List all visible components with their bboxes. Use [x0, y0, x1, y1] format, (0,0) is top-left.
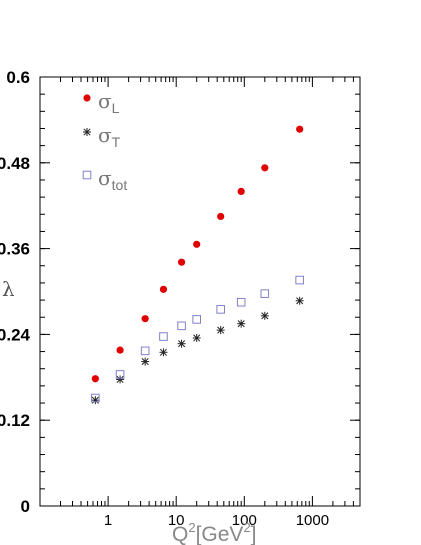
legend-subscript: tot	[112, 177, 128, 193]
data-point-L	[91, 375, 99, 383]
data-point-tot	[216, 305, 225, 314]
data-point-L	[261, 164, 269, 172]
legend-symbol: σ	[98, 166, 112, 190]
data-point-tot	[192, 315, 202, 324]
x-axis-label-unit: [GeV	[196, 523, 244, 545]
data-point-L	[116, 346, 124, 354]
legend-label-L: σL	[98, 89, 120, 116]
plot-frame	[39, 76, 361, 507]
x-axis-label-main: Q	[172, 523, 188, 545]
legend-symbol: σ	[98, 123, 112, 147]
data-point-T	[116, 375, 125, 384]
x-tick-label: 1	[104, 512, 112, 529]
legend-symbol: σ	[98, 89, 112, 113]
y-tick-label: 0.24	[0, 325, 31, 344]
data-point-T	[260, 311, 269, 320]
legend-subscript: T	[112, 134, 121, 150]
data-point-L	[177, 258, 186, 266]
data-point-L	[141, 315, 149, 323]
x-tick-label: 1000	[296, 512, 329, 529]
data-point-T	[177, 339, 186, 348]
data-point-tot	[295, 275, 304, 285]
data-point-T	[192, 333, 201, 342]
data-point-tot	[236, 297, 246, 307]
y-tick-label: 0.12	[0, 411, 30, 430]
y-tick-label: 0.36	[0, 240, 30, 259]
data-point-T	[237, 319, 246, 328]
x-tick-label: 100	[232, 512, 257, 529]
data-point-tot	[159, 332, 168, 341]
x-axis-label-sup: 2	[188, 520, 195, 535]
axis-ticks	[39, 76, 361, 507]
data-point-T	[159, 348, 168, 357]
legend-label-tot: σtot	[98, 166, 127, 193]
x-axis-label-unit-sup: 2	[243, 520, 250, 535]
data-point-T	[216, 326, 225, 335]
data-point-L	[193, 240, 201, 248]
data-point-L	[159, 285, 168, 293]
data-point-T	[295, 296, 304, 305]
data-point-tot	[91, 393, 100, 403]
x-tick-labels: 1 10 100 1000	[104, 512, 329, 529]
x-axis-label: Q2[GeV2]	[172, 520, 257, 545]
data-point-L	[217, 212, 225, 221]
x-axis-label-close: ]	[251, 523, 257, 545]
y-tick-labels: 0 0.12 0.24 0.36 0.48 0.6	[0, 68, 31, 516]
data-point-tot	[115, 370, 125, 379]
legend-subscript: L	[112, 100, 120, 116]
data-point-T	[91, 396, 100, 405]
legend-marker-L	[83, 94, 91, 102]
y-axis-label: λ	[2, 277, 15, 301]
data-point-L	[237, 187, 245, 195]
y-tick-label: 0.48	[0, 154, 30, 173]
y-tick-label: 0.6	[6, 68, 30, 87]
y-tick-label: 0	[21, 497, 30, 516]
x-tick-label: 10	[168, 512, 185, 529]
legend-label-T: σT	[98, 123, 121, 150]
legend-marker-T	[83, 128, 91, 136]
data-points	[91, 125, 304, 405]
legend-marker-tot	[82, 170, 92, 180]
data-point-L	[296, 125, 304, 133]
data-point-tot	[177, 321, 186, 331]
data-point-T	[141, 357, 150, 366]
data-point-tot	[260, 289, 270, 298]
data-point-tot	[140, 346, 150, 356]
